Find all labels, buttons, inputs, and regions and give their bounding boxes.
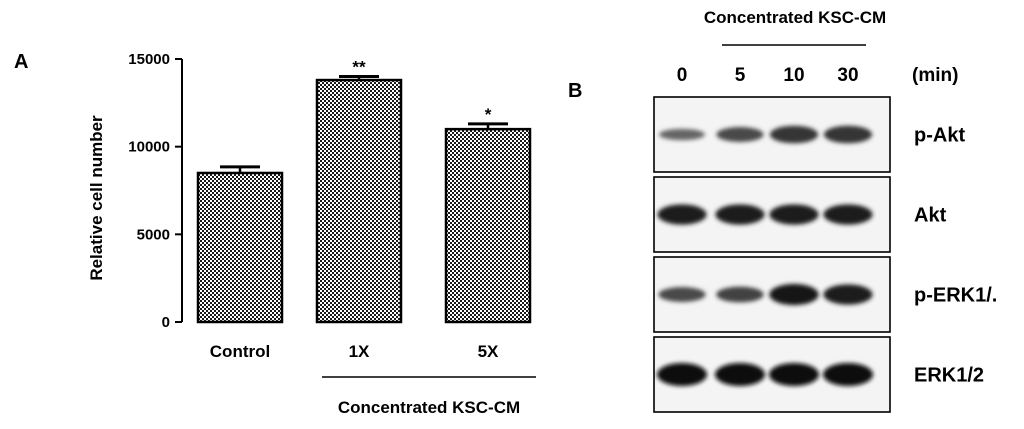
bar-control [196,171,284,324]
error-bars [220,75,508,173]
significance-labels: *** [352,58,491,124]
blots: p-Akt Akt p-ERK1/. ERK1/2 [653,96,997,413]
protein-label: p-Akt [914,125,965,147]
bar-5x [444,127,532,324]
bars [196,78,532,324]
blot-akt: Akt [653,176,947,253]
blot-band [716,127,764,142]
category-label: 1X [349,342,370,361]
panel-b: B Concentrated KSC-CM 0 5 10 30 (min) p-Akt… [568,8,997,413]
significance-marker: * [485,105,492,124]
category-labels: Control 1X 5X [210,342,499,361]
panel-b-letter: B [568,80,582,102]
y-tick-label: 10000 [128,139,170,156]
blot-p-erk1-: p-ERK1/. [653,256,997,333]
blot-band [715,363,765,386]
time-point-label: 30 [837,65,858,86]
blot-band [657,363,707,386]
blot-band [769,363,819,386]
y-axis-title: Relative cell number [87,115,106,281]
time-point-label: 5 [735,65,746,86]
blot-band [823,204,873,225]
blot-band [823,363,873,386]
blot-band [823,284,873,305]
blot-band [658,128,706,141]
blot-band [823,125,873,144]
blot-band [769,125,819,144]
time-point-labels: 0 5 10 30 [677,65,859,86]
y-tick-label: 5000 [137,226,170,243]
blot-header: Concentrated KSC-CM [704,8,886,27]
category-label: 5X [478,342,499,361]
blot-p-akt: p-Akt [653,96,965,173]
category-label: Control [210,342,270,361]
y-tick-label: 15000 [128,51,170,68]
protein-label: p-ERK1/. [914,285,997,307]
y-axis-ticks: 0 5000 10000 15000 [128,51,182,331]
blot-band [658,287,706,302]
y-tick-label: 0 [162,314,170,331]
time-point-label: 0 [677,65,688,86]
blot-band [657,204,707,225]
blot-band [769,204,819,225]
protein-label: Akt [914,205,947,227]
blot-band [715,204,765,225]
panel-a: A Relative cell number 0 5000 10000 15000 *… [14,51,536,417]
bar-1x [315,78,403,324]
time-point-label: 10 [783,65,804,86]
blot-band [769,283,819,306]
panel-a-letter: A [14,51,28,73]
significance-marker: ** [352,58,366,77]
protein-label: ERK1/2 [914,365,984,387]
group-label: Concentrated KSC-CM [338,398,520,417]
blot-band [716,286,764,303]
time-unit-label: (min) [912,65,958,86]
blot-erk1-2: ERK1/2 [653,336,984,413]
